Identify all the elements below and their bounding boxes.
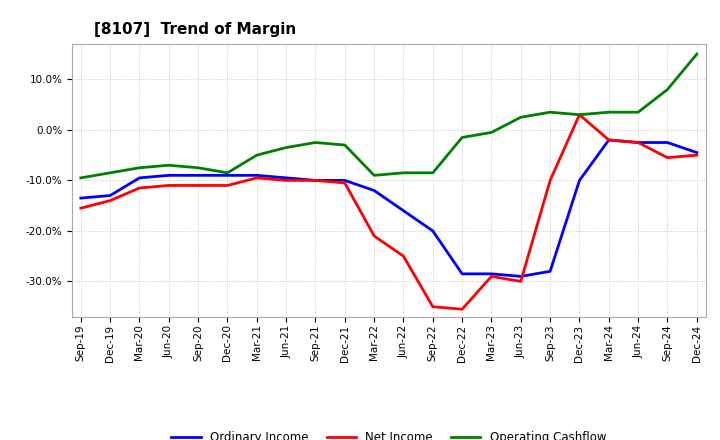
Ordinary Income	[663, 140, 672, 145]
Operating Cashflow	[311, 140, 320, 145]
Net Income	[634, 140, 642, 145]
Ordinary Income	[516, 274, 525, 279]
Net Income	[311, 178, 320, 183]
Ordinary Income	[399, 208, 408, 213]
Net Income	[663, 155, 672, 160]
Operating Cashflow	[76, 175, 85, 180]
Net Income	[546, 178, 554, 183]
Net Income	[282, 178, 290, 183]
Operating Cashflow	[164, 163, 173, 168]
Ordinary Income	[76, 195, 85, 201]
Ordinary Income	[164, 173, 173, 178]
Operating Cashflow	[370, 173, 379, 178]
Net Income	[605, 137, 613, 143]
Ordinary Income	[370, 188, 379, 193]
Ordinary Income	[341, 178, 349, 183]
Line: Ordinary Income: Ordinary Income	[81, 140, 697, 276]
Operating Cashflow	[487, 130, 496, 135]
Line: Net Income: Net Income	[81, 115, 697, 309]
Net Income	[253, 175, 261, 180]
Ordinary Income	[194, 173, 202, 178]
Net Income	[194, 183, 202, 188]
Operating Cashflow	[223, 170, 232, 176]
Ordinary Income	[223, 173, 232, 178]
Operating Cashflow	[282, 145, 290, 150]
Net Income	[458, 307, 467, 312]
Operating Cashflow	[546, 110, 554, 115]
Net Income	[693, 153, 701, 158]
Net Income	[487, 274, 496, 279]
Text: [8107]  Trend of Margin: [8107] Trend of Margin	[94, 22, 296, 37]
Operating Cashflow	[194, 165, 202, 170]
Operating Cashflow	[605, 110, 613, 115]
Net Income	[223, 183, 232, 188]
Ordinary Income	[487, 271, 496, 276]
Ordinary Income	[428, 228, 437, 234]
Ordinary Income	[253, 173, 261, 178]
Operating Cashflow	[575, 112, 584, 117]
Operating Cashflow	[106, 170, 114, 176]
Operating Cashflow	[399, 170, 408, 176]
Net Income	[76, 205, 85, 211]
Operating Cashflow	[341, 143, 349, 148]
Ordinary Income	[135, 175, 144, 180]
Net Income	[399, 253, 408, 259]
Ordinary Income	[311, 178, 320, 183]
Ordinary Income	[575, 178, 584, 183]
Legend: Ordinary Income, Net Income, Operating Cashflow: Ordinary Income, Net Income, Operating C…	[166, 426, 611, 440]
Net Income	[341, 180, 349, 186]
Operating Cashflow	[693, 51, 701, 57]
Ordinary Income	[546, 269, 554, 274]
Net Income	[516, 279, 525, 284]
Net Income	[428, 304, 437, 309]
Net Income	[575, 112, 584, 117]
Operating Cashflow	[663, 87, 672, 92]
Ordinary Income	[282, 175, 290, 180]
Operating Cashflow	[458, 135, 467, 140]
Ordinary Income	[458, 271, 467, 276]
Operating Cashflow	[135, 165, 144, 170]
Operating Cashflow	[634, 110, 642, 115]
Net Income	[135, 185, 144, 191]
Ordinary Income	[634, 140, 642, 145]
Line: Operating Cashflow: Operating Cashflow	[81, 54, 697, 178]
Ordinary Income	[605, 137, 613, 143]
Net Income	[106, 198, 114, 203]
Net Income	[164, 183, 173, 188]
Ordinary Income	[693, 150, 701, 155]
Net Income	[370, 233, 379, 238]
Operating Cashflow	[428, 170, 437, 176]
Operating Cashflow	[253, 153, 261, 158]
Operating Cashflow	[516, 114, 525, 120]
Ordinary Income	[106, 193, 114, 198]
